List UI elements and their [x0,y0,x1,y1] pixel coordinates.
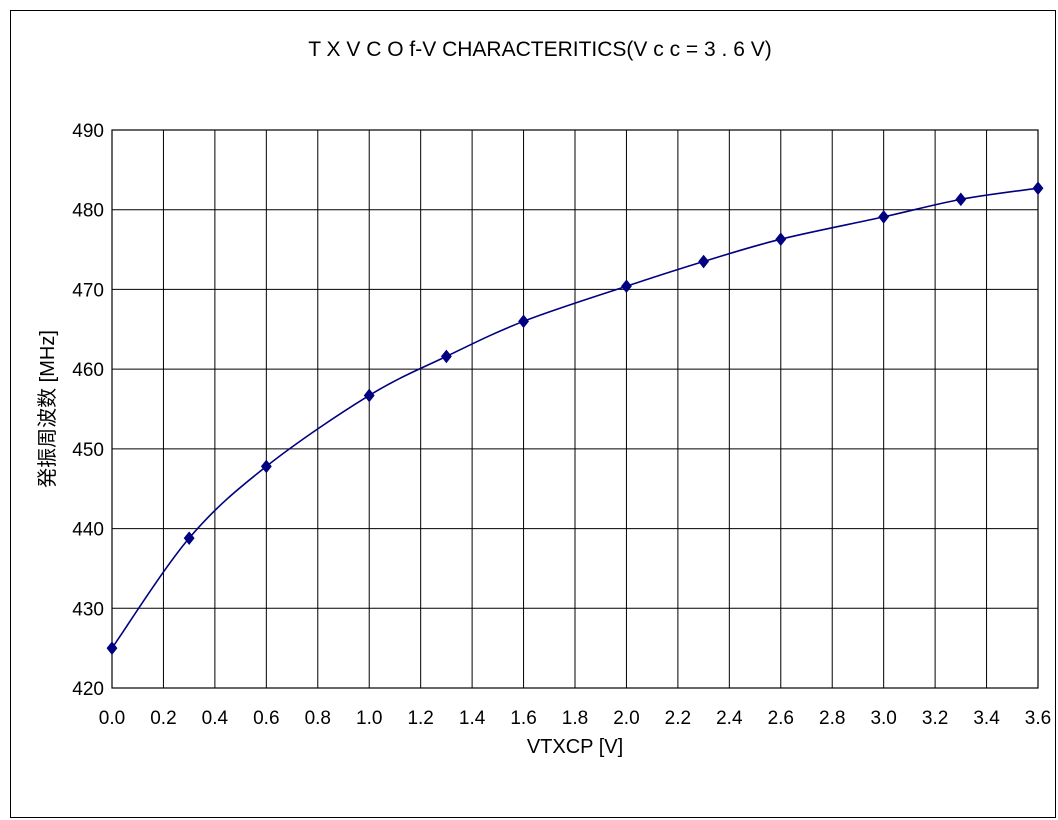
y-tick-label: 440 [72,520,104,541]
y-tick-label: 420 [72,679,104,700]
x-tick-label: 1.2 [407,708,433,729]
data-point-marker [698,254,710,269]
x-tick-label: 2.8 [819,708,845,729]
x-tick-label: 0.4 [202,708,229,729]
plot-area [111,129,1039,689]
x-tick-label: 0.2 [150,708,176,729]
y-tick-label: 490 [72,121,104,142]
y-tick-label: 450 [72,440,104,461]
data-point-marker [106,641,118,655]
chart-title: T X V C O f-V CHARACTERITICS(V c c = 3 .… [308,38,771,61]
y-tick-label: 470 [72,280,104,301]
data-point-marker [183,531,195,545]
y-tick-label: 430 [72,599,104,620]
chart-frame [10,10,1056,818]
y-tick-labels: 420 430 440 450 460 470 480 490 [72,121,104,700]
x-tick-label: 3.2 [922,708,948,729]
data-point-marker [518,314,529,329]
x-tick-label: 2.0 [613,708,639,729]
x-tick-label: 2.2 [665,708,691,729]
y-tick-label: 480 [72,201,104,222]
x-tick-label: 2.6 [768,708,794,729]
x-tick-label: 1.8 [562,708,588,729]
data-point-marker [775,232,787,247]
x-tick-label: 0.6 [253,708,279,729]
y-tick-label: 460 [72,360,104,381]
data-point-marker [440,349,452,364]
x-tick-label: 3.6 [1025,708,1051,729]
x-tick-label: 3.0 [870,708,896,729]
data-point-marker [621,279,632,294]
x-tick-label: 1.4 [459,708,486,729]
x-tick-label: 0.8 [305,708,331,729]
x-axis-title: VTXCP [V] [527,736,623,758]
x-tick-label: 3.4 [973,708,1000,729]
x-tick-labels: 0.0 0.2 0.4 0.6 0.8 1.0 1.2 1.4 1.6 1.8 2.0 2.2 2.4 2… [99,708,1051,729]
data-point-marker [1032,181,1044,195]
data-point-marker [260,459,272,474]
x-tick-label: 1.0 [356,708,382,729]
data-point-marker [955,192,967,207]
x-tick-label: 2.4 [716,708,743,729]
x-tick-label: 0.0 [99,708,125,729]
series-group [106,181,1044,655]
x-tick-label: 1.6 [510,708,536,729]
data-point-marker [878,210,890,224]
data-point-marker [363,388,375,403]
y-axis-title: 発振周波数 [MHz] [36,330,59,488]
